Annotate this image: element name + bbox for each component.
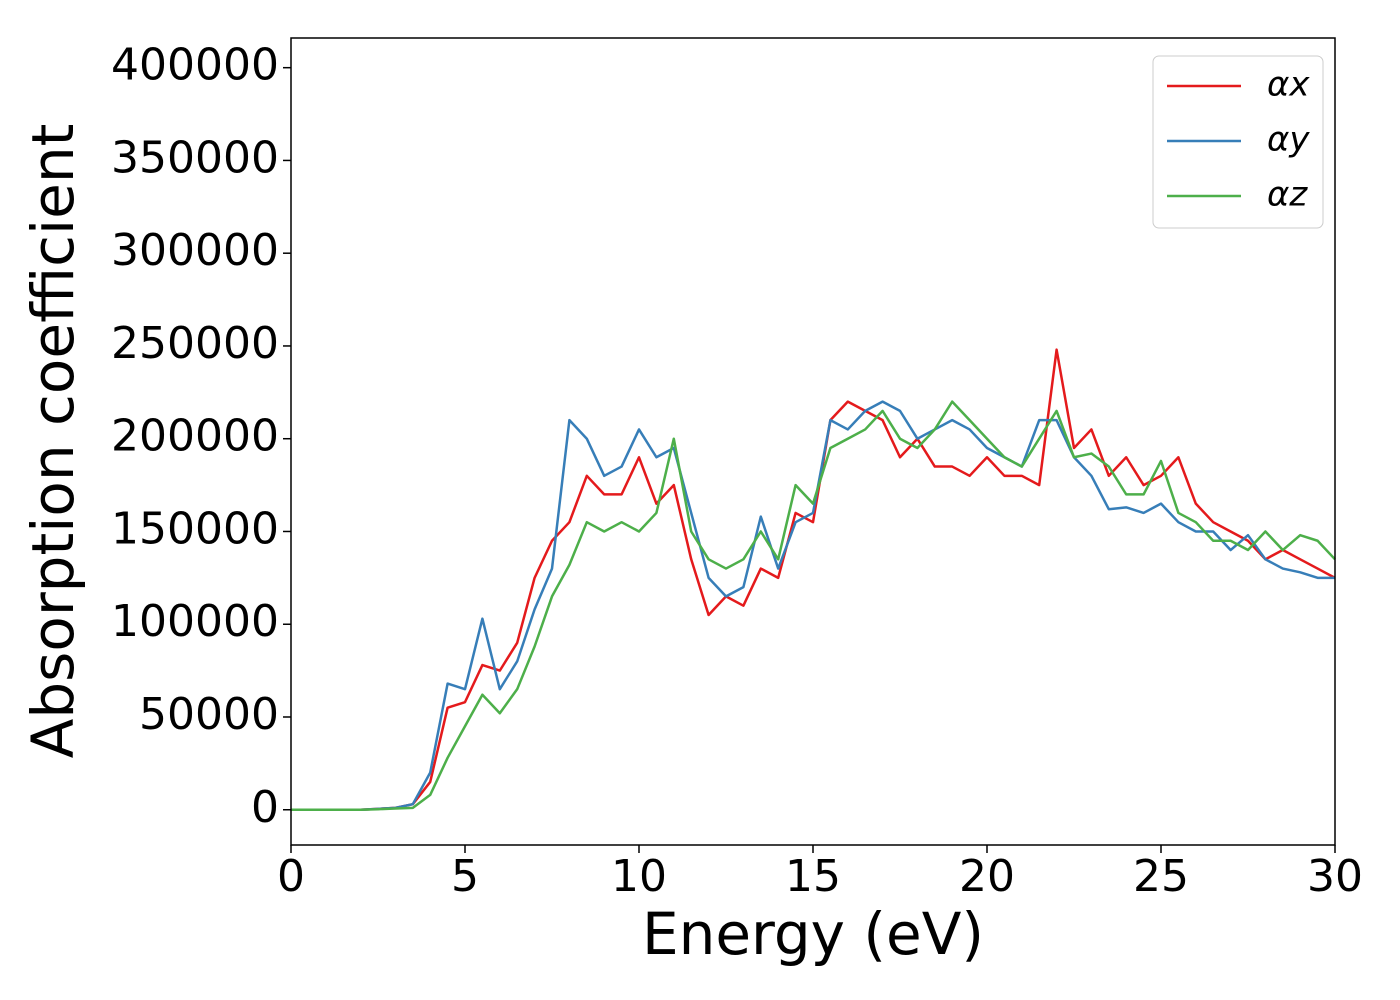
x-tick-label: 20 — [959, 851, 1015, 902]
x-tick-label: 25 — [1133, 851, 1189, 902]
y-tick-label: 400000 — [111, 40, 279, 91]
y-tick-label: 250000 — [111, 318, 279, 369]
y-axis-label: Absorption coefficient — [19, 124, 87, 759]
plot-frame — [290, 37, 1336, 846]
y-tick-label: 0 — [251, 782, 279, 833]
data-line — [291, 400, 1335, 812]
y-tick-label: 350000 — [111, 132, 279, 183]
y-tick-label: 200000 — [111, 411, 279, 462]
x-axis-label: Energy (eV) — [642, 900, 984, 968]
x-tick-label: 30 — [1307, 851, 1363, 902]
x-tick-label: 15 — [785, 851, 841, 902]
legend-label: αx — [1267, 65, 1310, 105]
data-line — [291, 400, 1336, 812]
legend-label: αz — [1267, 175, 1308, 215]
y-tick-label: 50000 — [139, 689, 279, 740]
data-line — [291, 348, 1336, 812]
x-tick-label: 10 — [611, 851, 667, 902]
y-tick-label: 300000 — [111, 225, 279, 276]
y-tick-label: 100000 — [111, 596, 279, 647]
y-tick-label: 150000 — [111, 503, 279, 554]
x-tick-label: 5 — [451, 851, 479, 902]
x-tick-label: 0 — [277, 851, 305, 902]
legend-label: αy — [1267, 120, 1310, 160]
